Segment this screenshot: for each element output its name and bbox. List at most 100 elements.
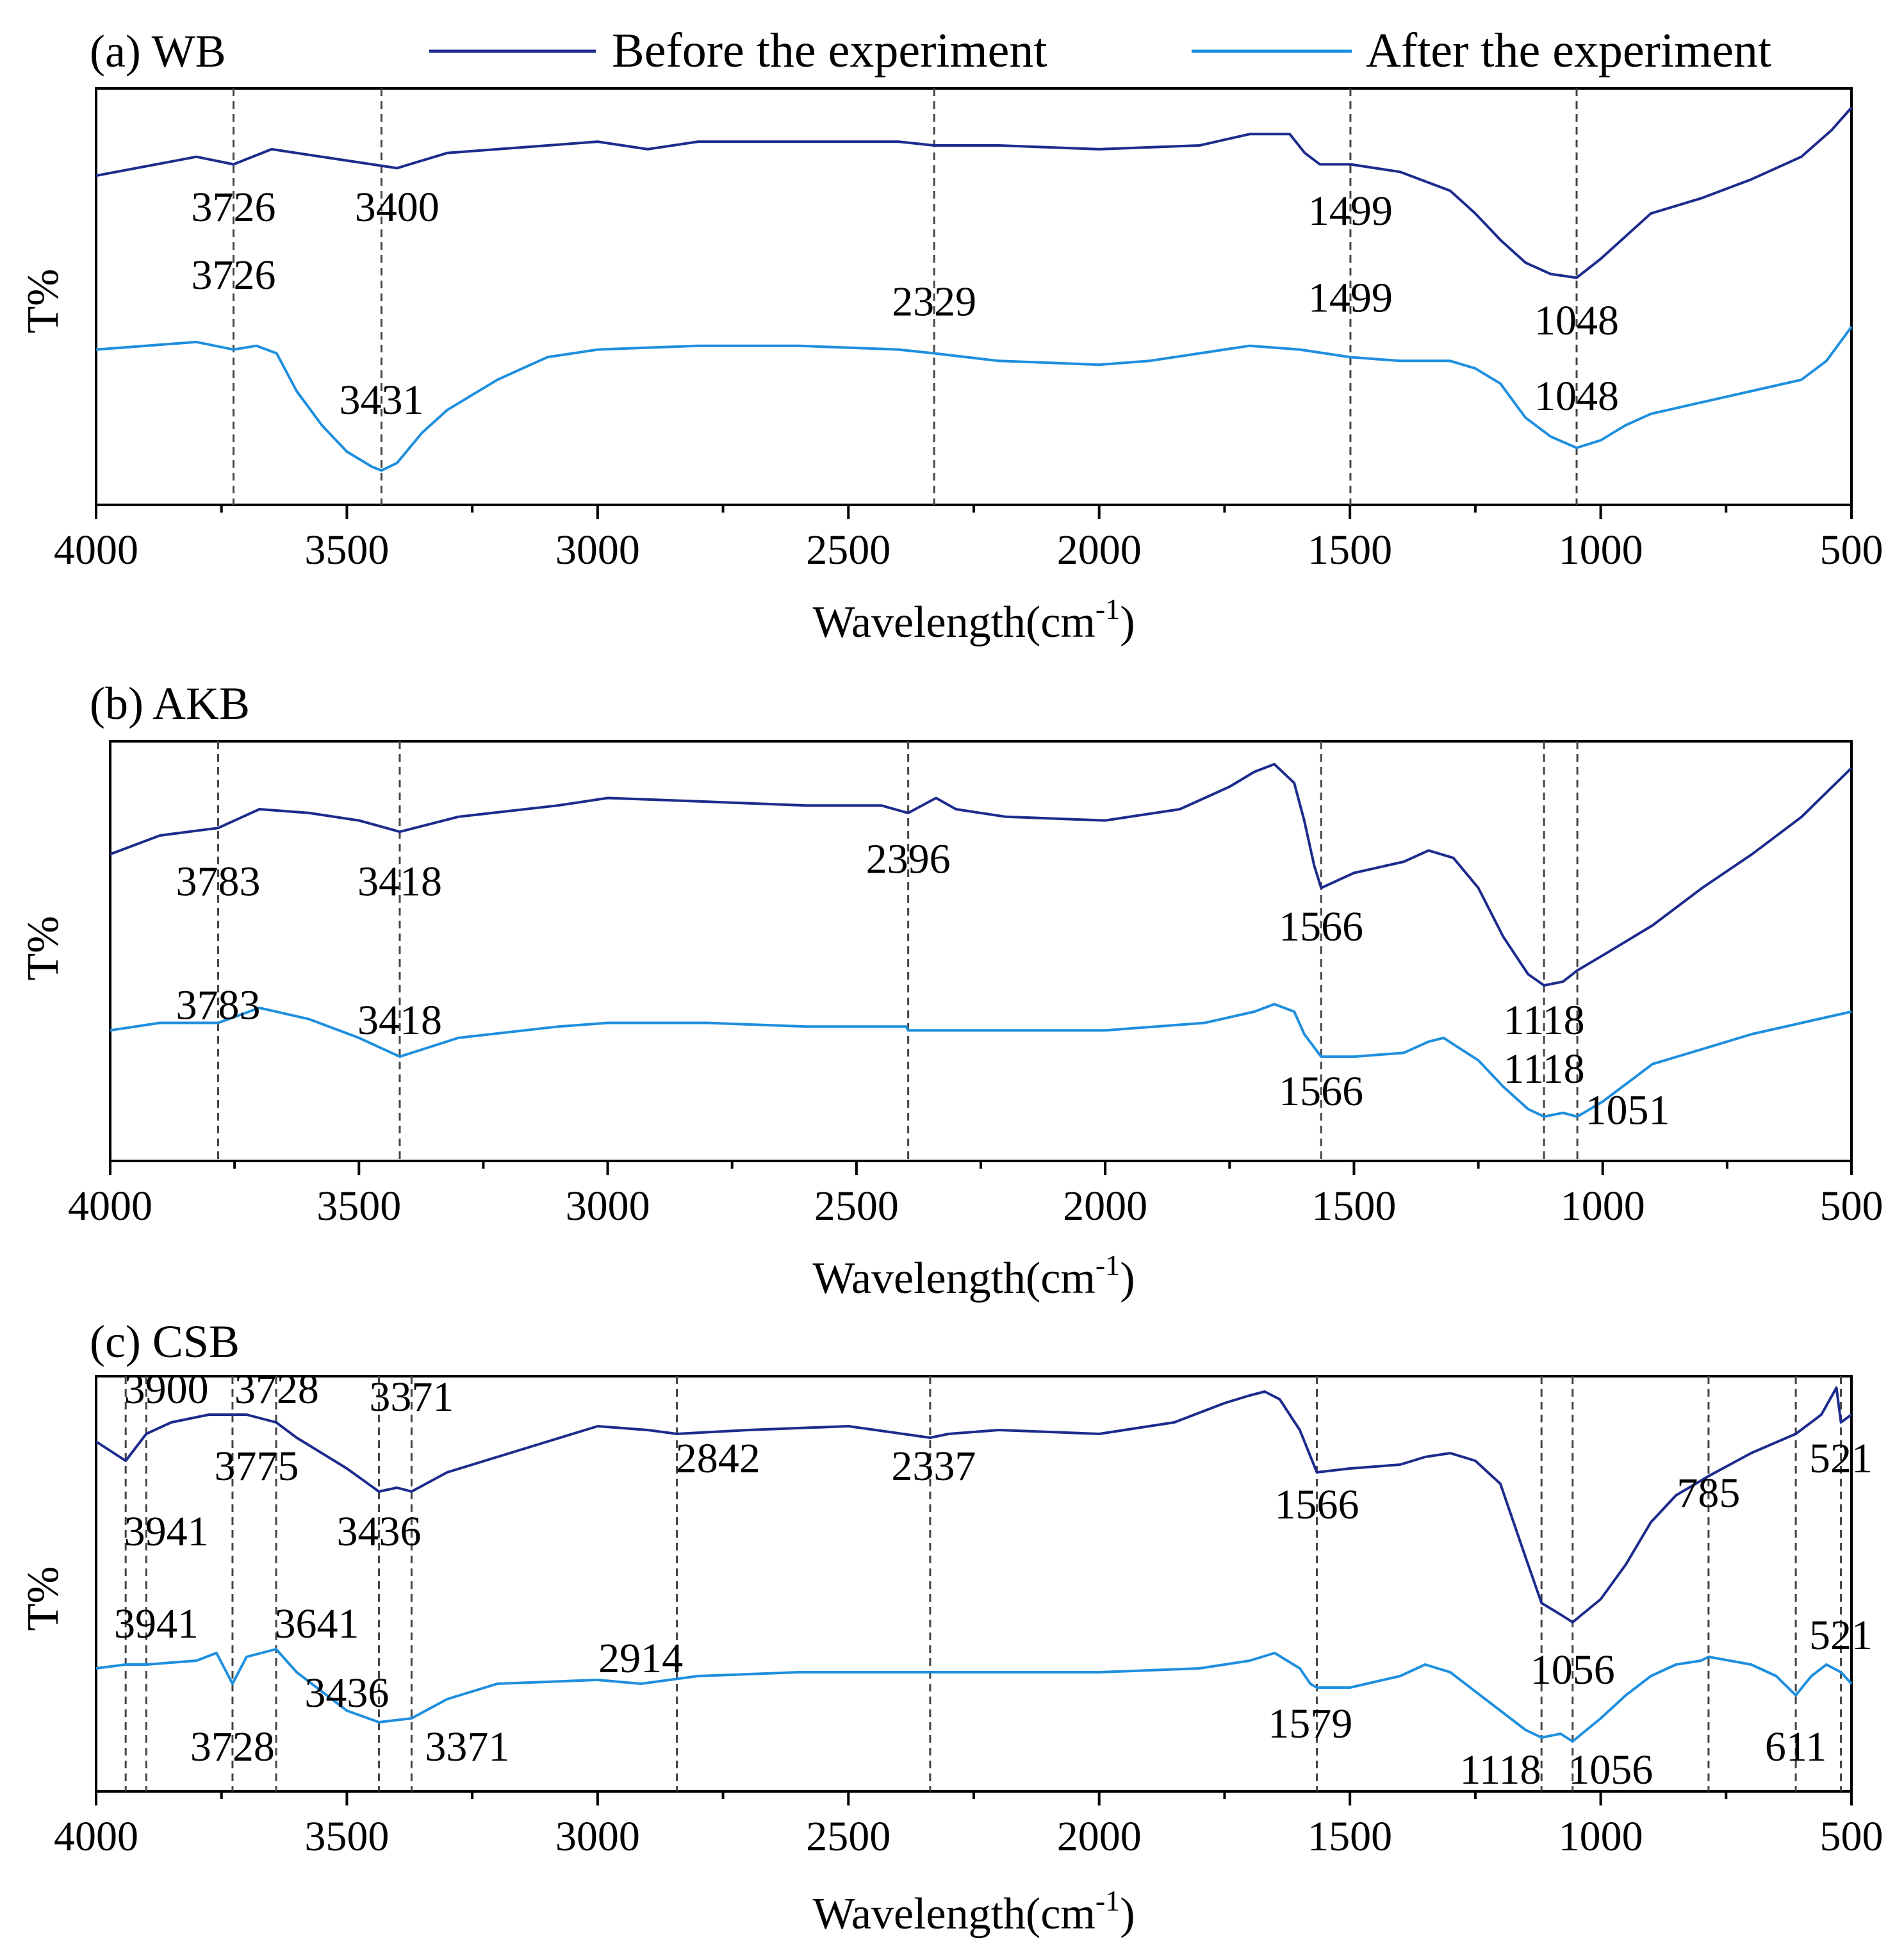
x-axis-label: Wavelength(cm-1) bbox=[812, 1884, 1135, 1939]
peak-label: 3783 bbox=[176, 982, 261, 1029]
x-tick-label: 1000 bbox=[1559, 527, 1643, 573]
y-axis-label: T% bbox=[19, 916, 68, 980]
series-line-before bbox=[95, 106, 1853, 279]
peak-label: 1499 bbox=[1308, 275, 1393, 322]
panel-c-csb: (c) CSB T% 4000 3500 3000 2500 2000 1500 1000 5… bbox=[19, 1316, 1883, 1939]
x-tick-label: 3000 bbox=[566, 1183, 650, 1229]
peak-label: 1579 bbox=[1268, 1700, 1352, 1747]
peak-label: 2842 bbox=[676, 1435, 760, 1482]
x-tick-label: 500 bbox=[1820, 1813, 1883, 1860]
peak-label: 3400 bbox=[355, 184, 439, 231]
x-tick-label: 1000 bbox=[1561, 1183, 1645, 1229]
peak-labels: 3726 3400 1499 3726 2329 1499 1048 3431 1048 bbox=[192, 184, 1619, 424]
peak-label: 2329 bbox=[892, 279, 976, 325]
x-tick-label: 4000 bbox=[54, 527, 138, 573]
peak-label: 2914 bbox=[598, 1635, 683, 1682]
peak-label: 3436 bbox=[337, 1508, 422, 1555]
x-label-end: ) bbox=[1120, 1254, 1135, 1303]
x-tick-label: 2000 bbox=[1063, 1183, 1147, 1229]
x-axis-ticks bbox=[95, 1791, 1853, 1805]
series-line-after bbox=[95, 326, 1853, 472]
x-axis-label: Wavelength(cm-1) bbox=[812, 593, 1135, 647]
peak-label: 1118 bbox=[1504, 1046, 1585, 1092]
guide-lines bbox=[233, 88, 1578, 505]
x-axis-ticks bbox=[109, 1161, 1853, 1175]
peak-label: 1048 bbox=[1534, 297, 1619, 344]
x-label-end: ) bbox=[1120, 598, 1135, 647]
guide-lines bbox=[124, 1376, 1842, 1791]
series-line-after bbox=[95, 1648, 1853, 1743]
peak-label: 1051 bbox=[1586, 1087, 1670, 1133]
peak-label: 3783 bbox=[176, 859, 261, 905]
x-tick-label: 3500 bbox=[304, 1813, 389, 1860]
peak-label: 1566 bbox=[1274, 1481, 1359, 1528]
x-tick-label: 3000 bbox=[555, 1813, 640, 1860]
x-tick-label: 1500 bbox=[1308, 1813, 1392, 1860]
peak-label: 611 bbox=[1765, 1723, 1827, 1770]
series-line-after bbox=[110, 1003, 1852, 1118]
peak-label: 3726 bbox=[192, 184, 276, 231]
peak-label: 1118 bbox=[1459, 1747, 1541, 1793]
peak-label: 1566 bbox=[1279, 903, 1363, 950]
peak-label: 521 bbox=[1809, 1612, 1873, 1659]
peak-label: 1056 bbox=[1531, 1647, 1615, 1693]
guide-lines bbox=[217, 741, 1579, 1161]
x-tick-label: 2000 bbox=[1057, 527, 1142, 573]
panel-title: (c) CSB bbox=[90, 1316, 240, 1367]
x-label-main: Wavelength(cm bbox=[812, 1254, 1095, 1303]
x-label-main: Wavelength(cm bbox=[812, 598, 1095, 647]
peak-label: 3941 bbox=[114, 1600, 199, 1647]
peak-label: 3371 bbox=[369, 1374, 454, 1420]
series-line-before bbox=[110, 762, 1853, 987]
x-tick-label: 2500 bbox=[806, 1813, 890, 1860]
x-axis-ticks bbox=[95, 505, 1853, 519]
x-label-end: ) bbox=[1120, 1889, 1135, 1939]
peak-labels: 3900 3728 3371 3775 2842 2337 1566 785 521 3941 34… bbox=[114, 1366, 1873, 1793]
peak-label: 1566 bbox=[1279, 1068, 1363, 1115]
x-tick-label: 1000 bbox=[1559, 1813, 1643, 1860]
x-tick-label: 2500 bbox=[806, 527, 890, 573]
spectra bbox=[95, 106, 1853, 472]
x-label-sup: -1 bbox=[1096, 593, 1120, 625]
x-tick-label: 3500 bbox=[316, 1183, 401, 1229]
peak-label: 3418 bbox=[357, 859, 442, 905]
panel-a-wb: (a) WB T% 4000 3500 3000 2500 2000 1500 1000 50… bbox=[19, 26, 1883, 647]
peak-label: 521 bbox=[1809, 1435, 1873, 1482]
x-tick-label: 2000 bbox=[1057, 1813, 1142, 1860]
x-tick-label: 2500 bbox=[814, 1183, 899, 1229]
peak-label: 1056 bbox=[1568, 1747, 1653, 1793]
legend-label-before: Before the experiment bbox=[612, 24, 1047, 78]
panel-title: (b) AKB bbox=[90, 678, 250, 729]
x-tick-label: 500 bbox=[1820, 527, 1883, 573]
peak-label: 3775 bbox=[215, 1443, 299, 1490]
peak-label: 785 bbox=[1677, 1470, 1740, 1517]
y-axis-label: T% bbox=[19, 268, 68, 333]
peak-label: 2337 bbox=[891, 1443, 976, 1490]
x-tick-label: 500 bbox=[1820, 1183, 1883, 1229]
peak-label: 3900 bbox=[124, 1366, 209, 1413]
peak-label: 1048 bbox=[1534, 373, 1619, 420]
peak-label: 3371 bbox=[425, 1723, 509, 1770]
peak-label: 3418 bbox=[357, 997, 442, 1044]
peak-label: 3941 bbox=[124, 1508, 209, 1555]
spectra bbox=[110, 762, 1853, 1118]
x-tick-labels: 4000 3500 3000 2500 2000 1500 1000 500 bbox=[54, 1813, 1883, 1860]
x-label-sup: -1 bbox=[1096, 1249, 1120, 1281]
peak-label: 3641 bbox=[274, 1600, 359, 1647]
x-label-sup: -1 bbox=[1096, 1884, 1120, 1917]
x-tick-label: 1500 bbox=[1308, 527, 1392, 573]
x-tick-label: 3000 bbox=[555, 527, 640, 573]
peak-label: 3436 bbox=[304, 1670, 389, 1716]
panel-title: (a) WB bbox=[90, 26, 226, 77]
peak-label: 3728 bbox=[190, 1723, 275, 1770]
peak-label: 3431 bbox=[339, 377, 423, 424]
spectra bbox=[95, 1386, 1853, 1743]
series-line-before bbox=[95, 1386, 1853, 1624]
x-tick-label: 3500 bbox=[304, 527, 389, 573]
x-axis-label: Wavelength(cm-1) bbox=[812, 1249, 1135, 1303]
x-tick-label: 4000 bbox=[54, 1813, 138, 1860]
panel-b-akb: (b) AKB T% 4000 3500 3000 2500 2000 1500 1000 5… bbox=[19, 678, 1883, 1303]
x-label-main: Wavelength(cm bbox=[812, 1889, 1095, 1939]
